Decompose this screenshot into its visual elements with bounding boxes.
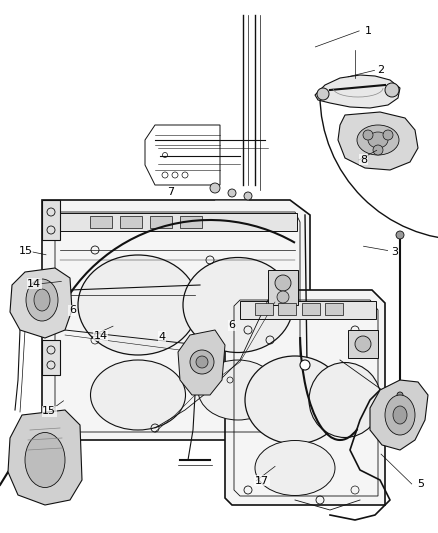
Bar <box>150 216 172 228</box>
Ellipse shape <box>385 395 415 435</box>
Ellipse shape <box>91 360 186 430</box>
Polygon shape <box>8 410 82 505</box>
Bar <box>240 301 376 319</box>
Circle shape <box>190 350 214 374</box>
Bar <box>348 330 378 358</box>
Circle shape <box>396 231 404 239</box>
Circle shape <box>383 130 393 140</box>
Polygon shape <box>370 380 428 450</box>
Circle shape <box>244 192 252 200</box>
Polygon shape <box>178 330 225 395</box>
Text: 17: 17 <box>255 476 269 486</box>
Circle shape <box>300 360 310 370</box>
Text: 6: 6 <box>229 320 236 330</box>
Ellipse shape <box>357 125 399 155</box>
Polygon shape <box>42 200 60 240</box>
Bar <box>55 213 297 231</box>
Ellipse shape <box>309 362 381 438</box>
Circle shape <box>373 145 383 155</box>
Circle shape <box>355 336 371 352</box>
Text: 4: 4 <box>159 332 166 342</box>
Text: 6: 6 <box>69 305 76 315</box>
Text: 7: 7 <box>167 187 174 197</box>
Circle shape <box>317 88 329 100</box>
Ellipse shape <box>25 432 65 488</box>
Text: 14: 14 <box>94 331 108 341</box>
Ellipse shape <box>26 279 58 321</box>
Bar <box>90 216 112 228</box>
Text: 8: 8 <box>360 155 367 165</box>
Circle shape <box>277 291 289 303</box>
Ellipse shape <box>183 257 293 352</box>
Polygon shape <box>225 290 385 505</box>
Text: 15: 15 <box>42 407 56 416</box>
Bar <box>268 270 298 305</box>
Ellipse shape <box>368 132 388 148</box>
Text: 2: 2 <box>378 66 385 75</box>
Ellipse shape <box>393 406 407 424</box>
Circle shape <box>275 275 291 291</box>
Polygon shape <box>42 200 310 440</box>
Circle shape <box>397 392 403 398</box>
Circle shape <box>363 130 373 140</box>
Polygon shape <box>10 268 72 338</box>
Bar <box>180 216 202 228</box>
Ellipse shape <box>198 360 278 420</box>
Ellipse shape <box>78 255 198 355</box>
Bar <box>255 303 273 315</box>
Circle shape <box>385 83 399 97</box>
Ellipse shape <box>34 289 50 311</box>
Bar <box>302 303 320 315</box>
Text: 1: 1 <box>364 26 371 36</box>
Bar <box>278 303 296 315</box>
Bar <box>325 303 343 315</box>
Text: 14: 14 <box>27 279 41 288</box>
Text: 15: 15 <box>18 246 32 255</box>
Text: 3: 3 <box>391 247 398 256</box>
Text: 5: 5 <box>417 479 424 489</box>
Polygon shape <box>338 112 418 170</box>
Polygon shape <box>42 340 60 375</box>
Circle shape <box>228 189 236 197</box>
Bar <box>120 216 142 228</box>
Circle shape <box>196 356 208 368</box>
Polygon shape <box>315 75 400 108</box>
Circle shape <box>210 183 220 193</box>
Ellipse shape <box>245 356 345 444</box>
Ellipse shape <box>255 440 335 496</box>
